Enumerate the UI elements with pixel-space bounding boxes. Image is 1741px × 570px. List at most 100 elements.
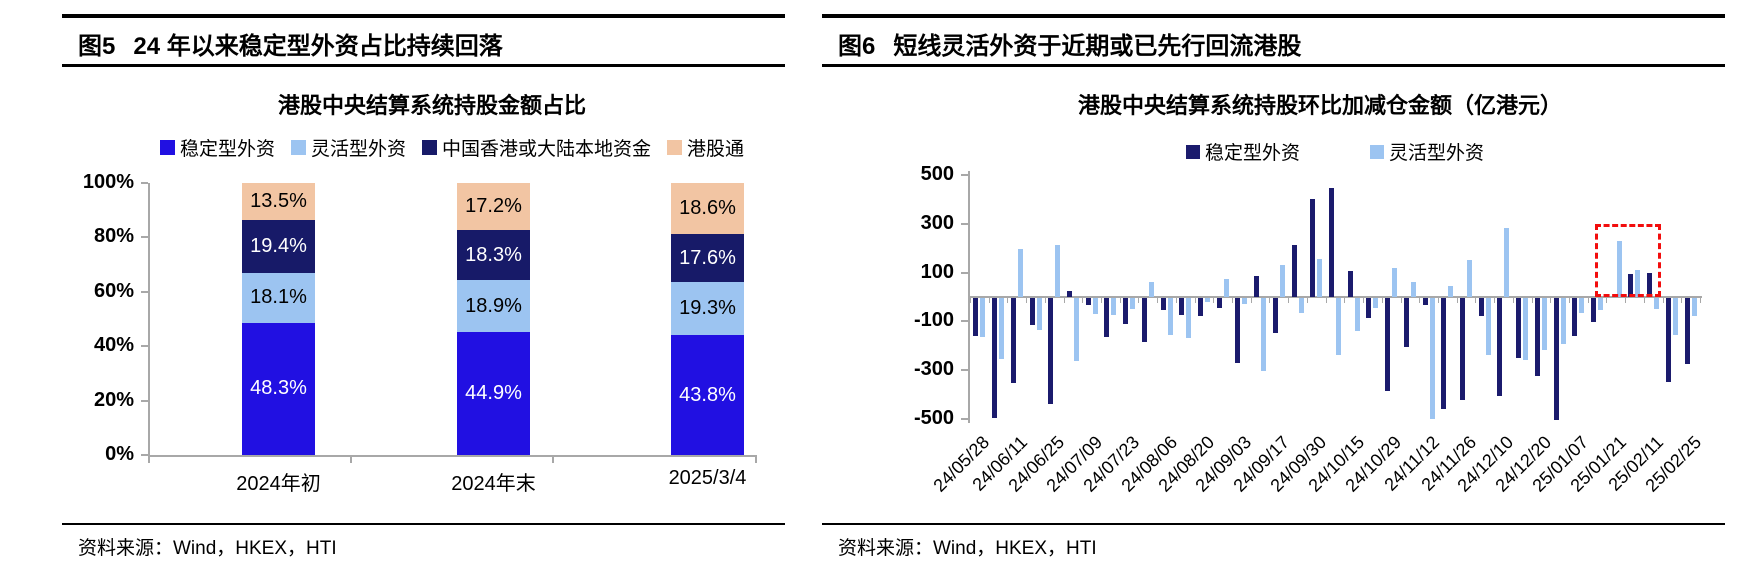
figure6-title-text: 短线灵活外资于近期或已先行回流港股 (893, 33, 1302, 60)
data-bar-稳定型外资 (1460, 298, 1466, 401)
zero-line-tick (1138, 298, 1140, 303)
data-bar-灵活型外资 (1448, 286, 1454, 297)
data-bar-稳定型外资 (992, 298, 998, 418)
data-bar-稳定型外资 (1310, 199, 1316, 297)
figure6-chart-area: 500 300 100 -100 -300 -500 24/05/28 24/06/11 24/… (822, 0, 1725, 570)
zero-line-tick (1512, 298, 1514, 303)
data-bar-稳定型外资 (1572, 298, 1578, 336)
data-bar-灵活型外资 (1410, 282, 1416, 297)
y-tick (961, 369, 968, 372)
data-bar-稳定型外资 (1235, 298, 1241, 363)
x-tick (148, 455, 150, 463)
stacked-bar: 43.8% 19.3% 17.6% 18.6% (671, 183, 744, 455)
x-tick (350, 455, 352, 463)
data-bar-灵活型外资 (1672, 298, 1678, 335)
data-bar-灵活型外资 (1429, 298, 1435, 419)
data-bar-稳定型外资 (1347, 271, 1353, 297)
data-bar-灵活型外资 (980, 298, 986, 338)
zero-line-tick (1250, 298, 1252, 303)
annotation-box (1595, 223, 1661, 297)
zero-line (968, 296, 1702, 298)
zero-line-tick (1700, 298, 1701, 303)
stacked-bar: 48.3% 18.1% 19.4% 13.5% (242, 183, 315, 455)
data-bar-灵活型外资 (1167, 298, 1173, 335)
data-bar-灵活型外资 (1298, 298, 1304, 313)
legend-item-label: 中国香港或大陆本地资金 (442, 139, 652, 160)
zero-line-tick (1475, 298, 1477, 303)
data-bar-稳定型外资 (1085, 298, 1091, 306)
zero-line-tick (1625, 298, 1627, 303)
bar-segment-港股通: 17.2% (457, 183, 530, 231)
y-tick (141, 454, 148, 456)
data-bar-灵活型外资 (1111, 298, 1117, 316)
figure6-chart-title: 港股中央结算系统持股环比加减仓金额（亿港元） (1077, 93, 1562, 118)
figure5-title-text: 24 年以来稳定型外资占比持续回落 (133, 33, 503, 60)
figure5-mid-rule (62, 64, 785, 67)
figure6-header: 图6 短线灵活外资于近期或已先行回流港股 (838, 26, 1301, 61)
zero-line-tick (1568, 298, 1570, 303)
x-axis-line (148, 455, 755, 457)
y-tick-label: 40% (93, 334, 134, 357)
x-category-label: 2025/3/4 (668, 467, 747, 489)
data-bar-灵活型外资 (1036, 298, 1042, 330)
zero-line-tick (1681, 298, 1683, 303)
figure5-chart-title: 港股中央结算系统持股金额占比 (277, 93, 586, 118)
data-bar-灵活型外资 (1635, 270, 1641, 297)
data-bar-灵活型外资 (1261, 298, 1267, 372)
bar-segment-灵活型外资: 19.3% (671, 282, 744, 336)
data-bar-稳定型外资 (1628, 273, 1634, 297)
data-bar-稳定型外资 (1534, 298, 1540, 377)
data-bar-稳定型外资 (1291, 244, 1297, 297)
zero-line-tick (1456, 298, 1458, 303)
legend-swatch-icon (1370, 144, 1384, 159)
bar-segment-稳定型外资: 44.9% (457, 332, 530, 455)
zero-line-tick (1494, 298, 1496, 303)
bar-segment-灵活型外资: 18.9% (457, 280, 530, 333)
data-bar-稳定型外资 (1272, 298, 1278, 334)
figure5-top-rule (62, 14, 785, 18)
bar-segment-稳定型外资: 43.8% (671, 335, 744, 455)
legend-item-label: 灵活型外资 (1389, 143, 1485, 164)
zero-line-tick (1213, 298, 1215, 303)
legend-swatch-icon (159, 140, 175, 155)
data-bar-灵活型外资 (1373, 298, 1379, 308)
data-bar-稳定型外资 (1478, 298, 1484, 317)
zero-line-tick (1157, 298, 1159, 303)
legend-item-label: 稳定型外资 (1204, 143, 1300, 164)
bar-segment-中国香港或大陆本地资金: 17.6% (671, 233, 744, 283)
zero-line-tick (1587, 298, 1589, 303)
legend-item-0: 稳定型外资 (159, 134, 275, 161)
data-bar-稳定型外资 (1029, 298, 1035, 325)
data-bar-灵活型外资 (1392, 267, 1398, 297)
zero-line-tick (1550, 298, 1552, 303)
zero-line-tick (1044, 298, 1046, 303)
data-bar-灵活型外资 (1616, 240, 1622, 297)
legend-item-label: 稳定型外资 (179, 139, 275, 160)
zero-line-tick (1325, 298, 1327, 303)
zero-line-tick (1306, 298, 1308, 303)
y-tick (141, 290, 148, 293)
zero-line-tick (1419, 298, 1421, 303)
bar-segment-灵活型外资: 18.1% (242, 273, 315, 323)
data-bar-灵活型外资 (1148, 282, 1154, 297)
data-bar-灵活型外资 (1467, 260, 1473, 297)
zero-line-tick (1007, 298, 1009, 303)
y-tick (141, 399, 148, 402)
data-bar-稳定型外资 (1216, 298, 1222, 308)
data-bar-稳定型外资 (1179, 298, 1185, 316)
legend-item-label: 灵活型外资 (310, 139, 406, 160)
data-bar-灵活型外资 (1485, 298, 1491, 356)
legend-swatch-icon (667, 140, 683, 155)
y-tick-label: 80% (93, 225, 134, 248)
legend-item-1: 灵活型外资 (1370, 138, 1484, 165)
zero-line-tick (1175, 298, 1177, 303)
data-bar-稳定型外资 (1591, 298, 1597, 323)
y-tick-label: 100% (82, 171, 134, 193)
y-tick (961, 418, 968, 420)
y-tick-label: 0% (105, 443, 134, 465)
data-bar-灵活型外资 (1317, 259, 1323, 297)
data-bar-稳定型外资 (1403, 298, 1409, 347)
data-bar-灵活型外资 (1541, 298, 1547, 351)
data-bar-稳定型外资 (1141, 298, 1147, 342)
data-bar-灵活型外资 (1242, 298, 1248, 305)
